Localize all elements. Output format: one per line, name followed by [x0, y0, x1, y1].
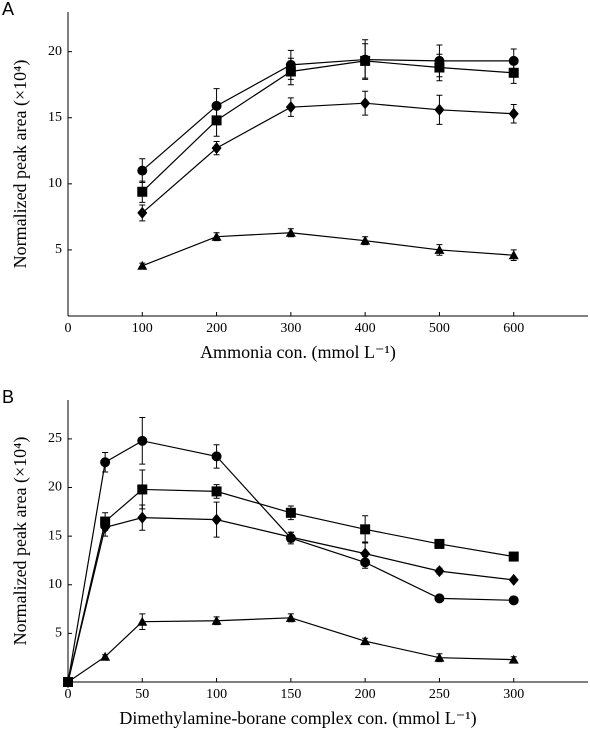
marker — [508, 551, 519, 562]
marker — [434, 244, 445, 254]
marker — [508, 654, 519, 664]
x-tick-label: 50 — [135, 687, 149, 702]
marker — [211, 615, 222, 625]
x-tick-label: 400 — [355, 321, 376, 336]
marker — [508, 107, 519, 120]
marker — [285, 612, 296, 622]
marker — [508, 67, 519, 78]
series-line — [141, 58, 514, 172]
marker — [211, 486, 222, 497]
marker — [285, 101, 296, 114]
series-line — [67, 440, 514, 683]
marker — [434, 62, 445, 73]
y-tick-label: 10 — [48, 176, 62, 191]
marker — [360, 55, 371, 66]
series-line — [67, 617, 514, 683]
x-tick-label: 250 — [429, 687, 450, 702]
y-tick-label: 15 — [48, 110, 62, 125]
x-tick-label: 0 — [65, 687, 72, 702]
marker — [434, 565, 445, 578]
panel-label: B — [2, 387, 14, 407]
marker — [63, 677, 73, 686]
y-tick-label: 5 — [55, 242, 62, 257]
x-tick-label: 150 — [280, 687, 301, 702]
marker — [100, 521, 111, 534]
marker — [360, 636, 371, 646]
marker — [137, 484, 148, 495]
x-tick-label: 600 — [503, 321, 524, 336]
x-tick-label: 500 — [429, 321, 450, 336]
marker — [508, 55, 519, 66]
marker — [211, 231, 222, 241]
marker — [434, 103, 445, 116]
marker — [285, 66, 296, 77]
y-tick-label: 5 — [55, 626, 62, 641]
marker — [434, 593, 445, 604]
x-tick-label: 300 — [280, 321, 301, 336]
y-axis-label: Normalized peak area (×10⁴) — [10, 437, 31, 646]
marker — [137, 206, 148, 219]
marker — [508, 595, 519, 606]
x-tick-label: 100 — [206, 687, 227, 702]
marker — [211, 142, 222, 155]
y-tick-label: 15 — [48, 528, 62, 543]
marker — [137, 260, 148, 270]
series-line — [67, 517, 514, 683]
panel-label: A — [2, 0, 14, 19]
series-line — [141, 60, 514, 193]
x-axis-label: Ammonia con. (mmol L⁻¹) — [200, 342, 396, 363]
marker — [360, 524, 371, 535]
marker — [285, 507, 296, 518]
marker — [508, 573, 519, 586]
series-line — [67, 488, 514, 683]
x-tick-label: 200 — [206, 321, 227, 336]
x-tick-label: 0 — [65, 321, 72, 336]
y-axis-label: Normalized peak area (×10⁴) — [10, 60, 31, 269]
x-tick-label: 300 — [503, 687, 524, 702]
marker — [434, 538, 445, 549]
marker — [137, 165, 148, 176]
y-tick-label: 20 — [48, 44, 62, 59]
marker — [360, 547, 371, 560]
x-axis-label: Dimethylamine-borane complex con. (mmol … — [119, 708, 476, 729]
marker — [508, 250, 519, 260]
marker — [137, 435, 148, 446]
marker — [360, 97, 371, 110]
marker — [137, 616, 148, 626]
x-tick-label: 200 — [355, 687, 376, 702]
marker — [285, 531, 296, 544]
marker — [100, 651, 111, 661]
y-tick-label: 25 — [48, 431, 62, 446]
marker — [211, 451, 222, 462]
marker — [211, 513, 222, 526]
marker — [137, 511, 148, 524]
marker — [211, 115, 222, 126]
marker — [285, 227, 296, 237]
y-tick-label: 10 — [48, 577, 62, 592]
marker — [100, 457, 111, 468]
y-tick-label: 20 — [48, 480, 62, 495]
marker — [360, 235, 371, 245]
x-tick-label: 100 — [132, 321, 153, 336]
series-line — [141, 102, 514, 214]
series-line — [142, 232, 514, 267]
marker — [434, 652, 445, 662]
marker — [137, 186, 148, 197]
